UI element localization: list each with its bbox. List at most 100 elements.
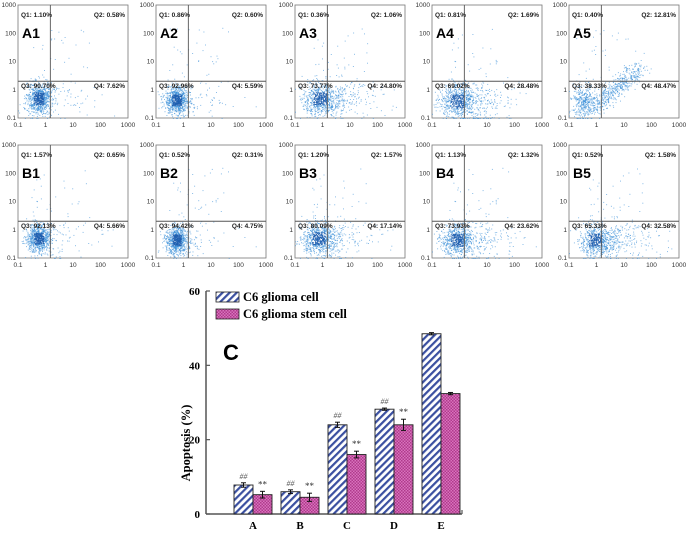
x-tick-label: 0.1 [151, 262, 160, 269]
x-tick-label: 100 [646, 122, 657, 129]
x-tick-label: 1 [321, 122, 325, 129]
y-tick-label: 100 [143, 170, 154, 177]
scatter-plot: 0.10.1 1 1 10 10 100 100 1000 1000 Q1: 0.36% Q2: 1… [279, 2, 413, 129]
quadrant-label-q2: Q2: 0.60% [232, 12, 263, 19]
x-tick-label: 1000 [535, 122, 550, 129]
flow-panel-b3: 0.1 0.1 1 1 10 10 100 100 1000 1000 Q1: 1.20% Q2: 1… [277, 140, 415, 275]
panel-id-label: A1 [22, 25, 40, 41]
chart-axes: 0 20 40 60 [189, 286, 463, 521]
quadrant-label-q2: Q2: 1.58% [645, 152, 676, 159]
y-tick-label: 0.1 [145, 115, 154, 122]
y-tick-label: 40 [189, 360, 201, 372]
x-tick-label: 0.1 [427, 122, 436, 129]
x-tick-label: 0.1 [427, 262, 436, 269]
panel-id-label: A5 [573, 25, 591, 41]
scatter-points [295, 168, 394, 259]
y-tick-label: 0 [195, 509, 201, 521]
quadrant-label-q3: Q3: 92.13% [21, 223, 56, 230]
x-tick-label: 1 [44, 122, 48, 129]
legend-label-glioma-cell: C6 glioma cell [243, 290, 319, 304]
y-tick-label: 10 [286, 199, 294, 206]
scatter-points [295, 28, 397, 119]
x-tick-label: 10 [69, 122, 77, 129]
y-tick-label: 0.1 [145, 255, 154, 262]
quadrant-label-q1: Q1: 1.13% [435, 152, 466, 159]
scatter-points [432, 28, 527, 119]
x-tick-label: 0.1 [290, 262, 299, 269]
quadrant-label-q2: Q2: 1.57% [371, 152, 402, 159]
y-tick-label: 100 [282, 170, 293, 177]
quadrant-label-q3: Q3: 92.96% [159, 83, 194, 90]
flow-panel-b1: 0.1 0.1 1 1 10 10 100 100 1000 1000 Q1: 1.57% Q2: 0… [0, 140, 138, 275]
x-tick-label: 10 [346, 262, 354, 269]
flow-panel-b2: 0.1 0.1 1 1 10 10 100 100 1000 1000 Q1: 0.52% Q2: 0… [138, 140, 276, 275]
panel-label-c: C [223, 340, 239, 365]
quadrant-label-q1: Q1: 0.36% [298, 12, 329, 19]
panel-id-label: B1 [22, 165, 40, 181]
significance-marker: ## [287, 479, 296, 488]
quadrant-label-q2: Q2: 0.58% [94, 12, 125, 19]
x-tick-label: 100 [372, 122, 383, 129]
x-tick-label: 10 [483, 122, 491, 129]
panel-id-label: A2 [160, 25, 178, 41]
y-tick-label: 1000 [279, 142, 294, 149]
chart-legend: C6 glioma cell C6 glioma stem cell [215, 290, 347, 321]
significance-marker: ## [334, 411, 343, 420]
quadrant-label-q3: Q3: 80.09% [298, 223, 333, 230]
x-tick-label: 1000 [672, 122, 687, 129]
x-tick-label: 1000 [398, 122, 413, 129]
quadrant-label-q4: Q4: 4.75% [232, 223, 263, 230]
x-tick-label: 0.1 [290, 122, 299, 129]
x-tick-label: 1 [182, 122, 186, 129]
quadrant-label-q4: Q4: 7.62% [94, 83, 125, 90]
chart-bars: A ## ** B ## ** C ## ** D ## ** E [233, 332, 461, 532]
legend-swatch-glioma-cell [215, 291, 240, 303]
scatter-plot: 0.10.1 1 1 10 10 100 100 1000 1000 Q1: 1.57% Q2: 0… [2, 142, 136, 269]
quadrant-label-q1: Q1: 1.10% [21, 12, 52, 19]
y-tick-label: 0.1 [284, 255, 293, 262]
y-tick-label: 1 [289, 227, 293, 234]
quadrant-label-q1: Q1: 1.57% [21, 152, 52, 159]
y-tick-label: 1000 [140, 2, 155, 9]
x-tick-label: 100 [95, 262, 106, 269]
flow-panel-a1: 0.1 0.1 1 1 10 10 100 100 1000 1000 Q1: 1.10% Q2: 0… [0, 0, 138, 135]
y-tick-label: 1000 [416, 142, 431, 149]
quadrant-label-q3: Q3: 73.93% [435, 223, 470, 230]
legend-swatch-glioma-stem-cell [215, 308, 240, 320]
flow-panel-a5: 0.1 0.1 1 1 10 10 100 100 1000 1000 Q1: 0.40% Q2: 1… [551, 0, 689, 135]
scatter-plot: 0.10.1 1 1 10 10 100 100 1000 1000 Q1: 1.13% Q2: 1… [416, 142, 550, 269]
x-tick-label: 1 [458, 262, 462, 269]
x-tick-label: 10 [483, 262, 491, 269]
y-tick-label: 1000 [279, 2, 294, 9]
x-tick-label: 10 [69, 262, 77, 269]
y-tick-label: 1 [12, 227, 16, 234]
y-tick-label: 20 [189, 435, 201, 447]
flow-panel-b5: 0.1 0.1 1 1 10 10 100 100 1000 1000 Q1: 0.52% Q2: 1… [551, 140, 689, 275]
quadrant-label-q4: Q4: 48.47% [641, 83, 676, 90]
y-tick-label: 100 [282, 30, 293, 37]
bar-glioma-cell-d [374, 408, 395, 515]
x-tick-label: 0.1 [13, 122, 22, 129]
scatter-points [157, 167, 257, 259]
significance-marker: ** [258, 479, 268, 489]
x-tick-label: 10 [620, 122, 628, 129]
x-tick-label: 0.1 [564, 122, 573, 129]
quadrant-label-q3: Q3: 73.77% [298, 83, 333, 90]
x-tick-label: 10 [207, 122, 215, 129]
quadrant-label-q2: Q2: 0.65% [94, 152, 125, 159]
bar-glioma-cell-b [280, 491, 301, 515]
y-tick-label: 100 [143, 30, 154, 37]
x-tick-label: 1000 [398, 262, 413, 269]
x-tick-label: 100 [509, 262, 520, 269]
flow-panel-a2: 0.1 0.1 1 1 10 10 100 100 1000 1000 Q1: 0.86% Q2: 0… [138, 0, 276, 135]
y-tick-label: 10 [9, 59, 17, 66]
x-tick-label: 0.1 [151, 122, 160, 129]
y-tick-label: 1000 [553, 2, 568, 9]
x-tick-label: 100 [233, 262, 244, 269]
quadrant-label-q1: Q1: 0.86% [159, 12, 190, 19]
quadrant-label-q4: Q4: 5.66% [94, 223, 125, 230]
significance-marker: ## [240, 472, 249, 481]
scatter-plot: 0.10.1 1 1 10 10 100 100 1000 1000 Q1: 1.20% Q2: 1… [279, 142, 413, 269]
quadrant-label-q4: Q4: 17.14% [367, 223, 402, 230]
quadrant-label-q2: Q2: 1.69% [508, 12, 539, 19]
